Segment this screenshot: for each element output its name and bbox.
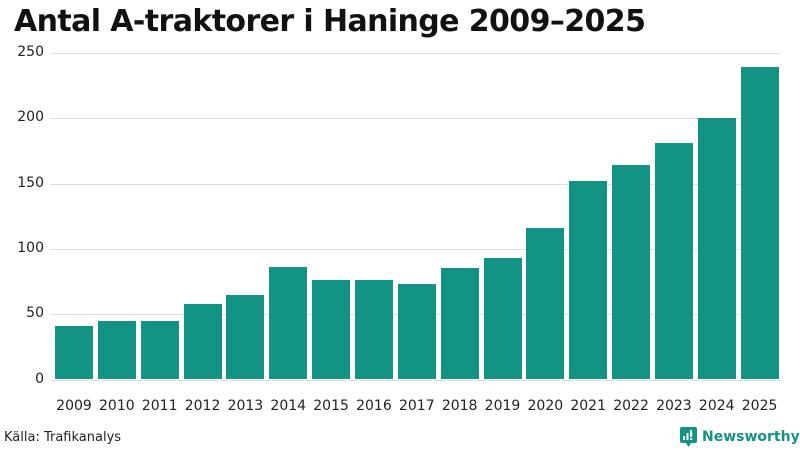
y-tick-label: 0: [35, 371, 44, 387]
y-tick-label: 150: [17, 175, 44, 191]
x-tick-label: 2016: [356, 398, 392, 414]
gridline: [50, 118, 780, 119]
bar-2011: [140, 320, 179, 380]
y-tick-label: 250: [17, 44, 44, 60]
bar-2012: [183, 303, 222, 380]
x-tick-label: 2021: [570, 398, 606, 414]
bar-2018: [440, 268, 479, 380]
bar-2009: [55, 325, 93, 380]
x-tick-label: 2019: [484, 398, 521, 414]
bar-chart-speech-bubble-icon: [680, 427, 697, 447]
source-note: Källa: Trafikanalys: [4, 430, 122, 445]
brand-name: Newsworthy: [702, 429, 800, 445]
x-tick-label: 2014: [270, 398, 307, 414]
x-tick-label: 2025: [741, 398, 778, 414]
x-tick-label: 2022: [613, 398, 649, 414]
y-tick-label: 50: [26, 305, 44, 321]
bar-2016: [354, 280, 393, 380]
x-tick-label: 2015: [313, 398, 349, 414]
y-tick-label: 200: [17, 109, 44, 125]
bar-2023: [654, 143, 693, 380]
x-tick-label: 2012: [184, 398, 221, 414]
bar-2013: [226, 294, 265, 380]
x-tick-label: 2018: [441, 398, 478, 414]
bar-2017: [397, 284, 436, 380]
gridline: [50, 380, 780, 381]
bar-2010: [97, 320, 136, 380]
bar-2014: [269, 267, 308, 380]
x-tick-label: 2009: [56, 398, 92, 414]
x-tick-label: 2010: [99, 398, 135, 414]
bar-2015: [312, 280, 351, 380]
bar-2021: [569, 180, 608, 380]
y-tick-label: 100: [17, 240, 44, 256]
chart-title: Antal A-traktorer i Haninge 2009–2025: [14, 4, 646, 39]
x-tick-label: 2013: [227, 398, 264, 414]
bar-2022: [612, 165, 651, 380]
x-tick-label: 2024: [698, 398, 735, 414]
x-tick-label: 2017: [398, 398, 435, 414]
brand-logo: Newsworthy: [680, 427, 800, 447]
gridline: [50, 184, 780, 185]
x-tick-label: 2023: [656, 398, 692, 414]
bar-2019: [483, 258, 522, 380]
gridline: [50, 53, 780, 54]
bar-2020: [526, 228, 565, 380]
x-tick-label: 2020: [527, 398, 564, 414]
bar-2025: [740, 67, 779, 380]
bar-2024: [697, 118, 736, 380]
gridline: [50, 249, 780, 250]
x-tick-label: 2011: [141, 398, 178, 414]
